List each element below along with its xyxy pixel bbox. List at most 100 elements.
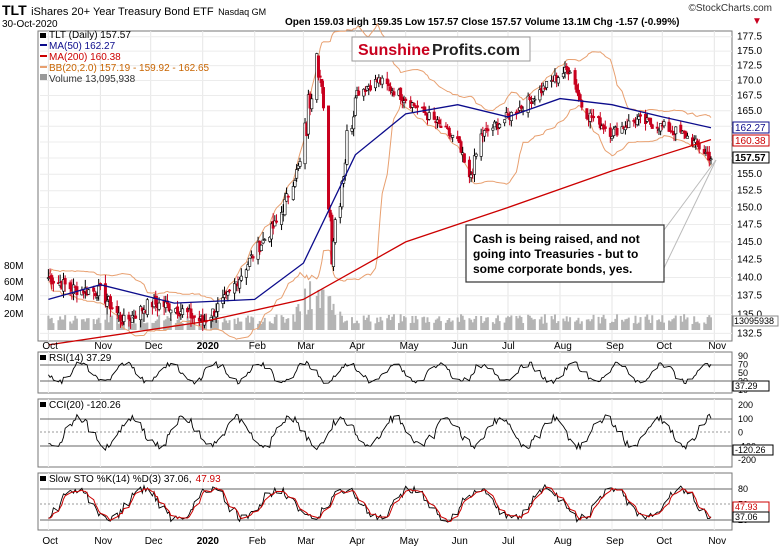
y-tick-label: 137.5 — [737, 291, 762, 302]
candle-body — [612, 128, 616, 137]
volume-bar — [424, 322, 427, 330]
volume-bar — [268, 321, 271, 330]
candle-body — [474, 153, 478, 157]
volume-bar — [74, 315, 77, 330]
volume-bar — [156, 319, 159, 330]
volume-bar — [543, 314, 546, 330]
rsi-label: RSI(14) 37.29 — [49, 353, 112, 364]
volume-bar — [297, 304, 300, 330]
volume-bar — [414, 315, 417, 330]
volume-bar — [614, 318, 617, 330]
indicator-tick-label: 0 — [738, 428, 743, 438]
volume-bar — [111, 315, 114, 330]
candle-body — [332, 240, 336, 267]
volume-bar — [463, 319, 466, 330]
x-tick-label: Oct — [42, 341, 58, 352]
volume-bar — [579, 323, 582, 330]
volume-bar — [409, 323, 412, 330]
volume-bar — [225, 320, 228, 330]
volume-bar — [262, 321, 265, 330]
legend-ticker: TLT (Daily) 157.57 — [49, 30, 131, 41]
candle-body — [316, 55, 320, 78]
rsi-tag-box — [732, 380, 770, 392]
volume-bar — [391, 316, 394, 330]
callout-box — [465, 224, 665, 283]
price-candles — [46, 52, 713, 331]
legend-swatch-ticker — [40, 33, 46, 38]
volume-bar — [327, 296, 330, 330]
volume-bar — [564, 321, 567, 330]
volume-bar — [404, 317, 407, 330]
volume-bar — [97, 317, 100, 330]
candle-body — [610, 136, 614, 139]
volume-bar — [153, 322, 156, 330]
volume-bar — [47, 315, 50, 330]
x-tick-label: Apr — [349, 341, 365, 352]
x-tick-label: Oct — [42, 536, 58, 547]
indicator-tick-label: 70 — [738, 360, 748, 370]
x-tick-label: Dec — [145, 341, 163, 352]
volume-bar — [444, 322, 447, 330]
volume-bar — [397, 323, 400, 330]
volume-bar — [287, 318, 290, 330]
candle-body — [519, 105, 523, 109]
x-tick-label: Nov — [94, 536, 112, 547]
volume-bar — [132, 322, 135, 330]
volume-bar — [320, 289, 323, 330]
volume-bar — [131, 323, 134, 330]
volume-bar — [299, 311, 301, 330]
volume-bar — [456, 317, 459, 330]
x-tick-label: Apr — [349, 536, 365, 547]
volume-bar — [532, 319, 535, 330]
volume-bar — [352, 323, 355, 330]
volume-bar — [659, 321, 662, 330]
rsi-line — [48, 360, 712, 385]
volume-bar — [661, 315, 664, 330]
candle-body — [639, 114, 643, 117]
volume-bar — [451, 320, 454, 330]
volume-bar — [426, 317, 429, 330]
volume-bar — [575, 320, 578, 330]
x-tick-label: Feb — [249, 341, 267, 352]
security-name: iShares 20+ Year Treasury Bond ETF — [31, 6, 214, 18]
volume-bar — [433, 322, 436, 330]
ma50-line — [48, 97, 712, 304]
rsi-swatch — [40, 355, 46, 360]
candle-body — [385, 78, 389, 85]
volume-bar — [565, 316, 568, 330]
candle-body — [404, 98, 408, 102]
tag-volume: 13095938 — [734, 316, 774, 326]
candle-body — [400, 97, 404, 102]
volume-bar — [82, 319, 85, 330]
volume-bar — [553, 314, 556, 330]
y-tick-label: 172.5 — [737, 61, 762, 72]
candle-body — [239, 275, 243, 281]
legend-ma50: MA(50) 162.27 — [49, 41, 116, 52]
x-tick-label: Nov — [708, 536, 726, 547]
candle-body — [486, 128, 490, 132]
volume-bar — [282, 316, 285, 330]
volume-bar — [317, 289, 320, 330]
sunshine-profits-logo: Sunshine Profits.com — [351, 36, 531, 62]
volume-bar — [612, 322, 615, 330]
candle-body — [238, 279, 242, 289]
candle-body — [598, 117, 602, 129]
candle-body — [472, 155, 476, 175]
candle-body — [533, 98, 537, 101]
candle-body — [63, 278, 67, 285]
volume-bar — [691, 323, 694, 330]
volume-bar — [657, 319, 660, 330]
candle-body — [214, 311, 218, 318]
x-tick-label: Nov — [94, 341, 112, 352]
volume-bar — [587, 319, 590, 330]
callout-line2: going into Treasuries - but to — [473, 247, 638, 261]
candle-body — [127, 314, 131, 320]
volume-bar — [508, 317, 511, 330]
candle-body — [93, 293, 97, 296]
volume-bar — [332, 303, 335, 330]
volume-bar — [550, 316, 553, 330]
moving-averages — [48, 97, 712, 346]
candle-body — [295, 169, 299, 179]
candle-body — [399, 87, 403, 101]
